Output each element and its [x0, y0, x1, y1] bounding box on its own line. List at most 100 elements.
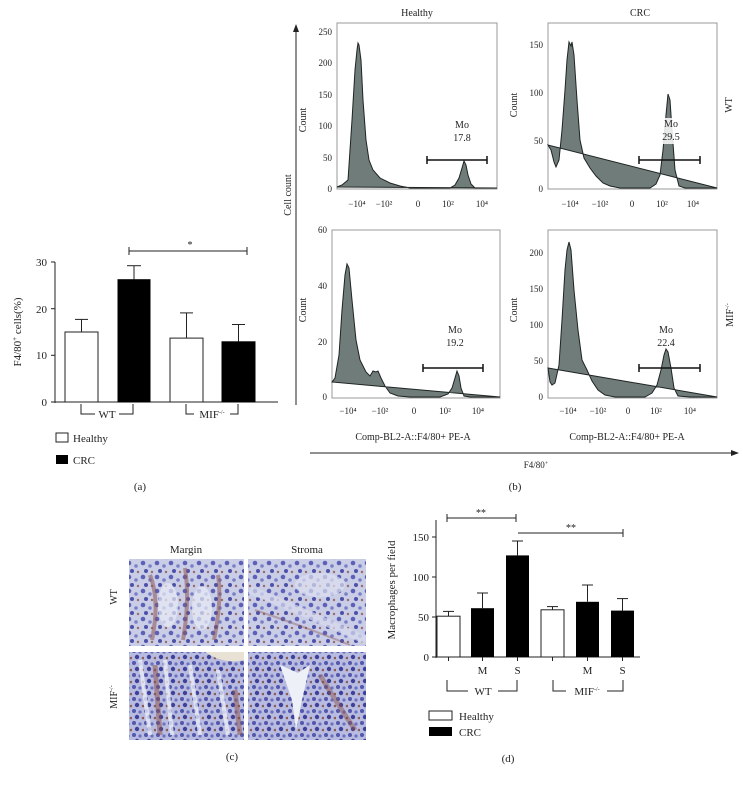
b-plot-healthy-mif: Mo 19.2 0 20 40 60 Count −10⁴ −10² 0 10²… [298, 225, 501, 416]
b-row-mif: MIF-/- [725, 303, 736, 326]
b3-gate-label: Mo [448, 325, 462, 336]
a-caption: (a) [134, 481, 147, 493]
b2-gate-label: Mo [664, 119, 678, 130]
svg-text:10²: 10² [439, 406, 451, 416]
svg-text:10⁴: 10⁴ [476, 199, 488, 209]
svg-text:10⁴: 10⁴ [472, 406, 484, 416]
b-plot-crc-mif: Mo 22.4 0 50 100 150 200 Count −10⁴ −10²… [509, 229, 736, 416]
c-image-mif-stroma [248, 652, 366, 740]
svg-text:0: 0 [412, 406, 417, 416]
svg-text:50: 50 [534, 356, 544, 366]
a-legend-healthy-swatch [55, 432, 69, 443]
svg-text:250: 250 [319, 27, 333, 37]
svg-text:20: 20 [318, 337, 328, 347]
svg-text:−10⁴: −10⁴ [348, 199, 365, 209]
a-ytick-20: 20 [36, 304, 48, 316]
a-ylabel: F4/80+ cells(%) [11, 297, 24, 366]
b-col-healthy: Healthy [401, 8, 433, 19]
svg-text:200: 200 [530, 248, 544, 258]
d-tick-wt-s: S [514, 665, 520, 677]
b1-gate-label: Mo [455, 120, 469, 131]
b-row-wt: WT [724, 97, 735, 113]
d-ytick-100: 100 [413, 572, 430, 584]
svg-text:−10²: −10² [590, 406, 607, 416]
d-bar-mif-s [611, 610, 634, 657]
svg-text:150: 150 [319, 90, 333, 100]
c-image-mif-margin [129, 652, 244, 740]
b3-gate-value: 19.2 [446, 338, 464, 349]
d-caption: (d) [502, 753, 515, 765]
d-tick-wt-m: M [478, 665, 488, 677]
a-ytick-30: 30 [36, 257, 48, 269]
c-image-wt-margin [129, 559, 244, 646]
a-significance: * [188, 240, 193, 251]
svg-text:100: 100 [319, 121, 333, 131]
b1-gate-value: 17.8 [453, 133, 471, 144]
svg-text:60: 60 [318, 225, 328, 235]
b3-ylabel: Count [298, 298, 309, 323]
svg-text:−10⁴: −10⁴ [561, 199, 578, 209]
svg-text:0: 0 [626, 406, 631, 416]
b2-ylabel: Count [509, 93, 520, 118]
b2-gate-value: 29.5 [662, 132, 680, 143]
d-legend-crc-swatch [429, 727, 452, 736]
d-ytick-150: 150 [413, 532, 430, 544]
svg-text:10²: 10² [650, 406, 662, 416]
b4-gate-value: 22.4 [657, 338, 675, 349]
svg-text:150: 150 [530, 284, 544, 294]
b-col-crc: CRC [630, 8, 650, 19]
a-legend-crc-swatch [56, 455, 68, 464]
svg-text:−10⁴: −10⁴ [339, 406, 356, 416]
a-bar-wt-healthy [64, 331, 99, 403]
svg-text:100: 100 [530, 320, 544, 330]
b4-ylabel: Count [509, 298, 520, 323]
a-group-wt: WT [98, 409, 115, 421]
svg-text:0: 0 [539, 184, 544, 194]
a-group-mif: MIF-/- [199, 409, 224, 421]
b-xaxis-title-left: Comp-BL2-A::F4/80+ PE-A [355, 432, 471, 443]
svg-text:−10⁴: −10⁴ [559, 406, 576, 416]
d-ylabel: Macrophages per field [386, 540, 398, 639]
d-significance-2: ** [566, 523, 576, 534]
a-ytick-10: 10 [36, 350, 48, 362]
d-bar-mif-m [576, 601, 599, 657]
d-ytick-50: 50 [418, 612, 430, 624]
svg-text:0: 0 [630, 199, 635, 209]
b-plot-healthy-wt: Mo 17.8 0 50 100 150 200 250 Count −10⁴ … [298, 22, 498, 209]
b-shared-xlabel: F4/80+ [524, 460, 549, 470]
panel-a-bar-chart: 0 10 20 30 F4/80+ cells(%) * WT MIF-/- H… [11, 240, 278, 493]
panel-d-bar-chart: 0 50 100 150 Macrophages per field ** ** [386, 508, 640, 765]
b-plot-crc-wt: Mo 29.5 0 50 100 150 Count −10⁴ −10² 0 1… [509, 22, 735, 209]
a-bar-mif-crc [221, 341, 256, 403]
svg-text:40: 40 [318, 281, 328, 291]
d-legend-crc: CRC [459, 727, 481, 739]
c-image-wt-stroma [248, 559, 367, 646]
c-col-stroma: Stroma [291, 544, 323, 556]
d-significance-1: ** [476, 508, 486, 519]
svg-text:0: 0 [539, 392, 544, 402]
a-legend-crc: CRC [73, 455, 95, 467]
b-cell-count-label: Cell count [283, 174, 294, 216]
c-col-margin: Margin [170, 544, 203, 556]
svg-text:−10²: −10² [592, 199, 609, 209]
svg-text:10⁴: 10⁴ [684, 406, 696, 416]
d-group-wt: WT [474, 686, 491, 698]
panel-b-flow-histograms: Healthy CRC Cell count Mo 17.8 0 50 100 … [283, 8, 739, 493]
d-bar-wt-s [506, 555, 529, 657]
svg-text:200: 200 [319, 58, 333, 68]
svg-text:0: 0 [323, 392, 328, 402]
d-legend-healthy: Healthy [459, 711, 494, 723]
svg-text:10⁴: 10⁴ [687, 199, 699, 209]
svg-text:−10²: −10² [372, 406, 389, 416]
svg-text:10²: 10² [442, 199, 454, 209]
svg-text:0: 0 [328, 184, 333, 194]
a-ytick-0: 0 [42, 397, 48, 409]
a-bar-wt-crc [117, 279, 151, 403]
a-bar-mif-healthy [169, 337, 204, 403]
d-bar-wt-m [471, 608, 494, 657]
d-group-mif: MIF-/- [574, 686, 599, 698]
svg-text:150: 150 [530, 40, 544, 50]
b4-gate-label: Mo [659, 325, 673, 336]
c-row-mif: MIF-/- [109, 685, 120, 708]
